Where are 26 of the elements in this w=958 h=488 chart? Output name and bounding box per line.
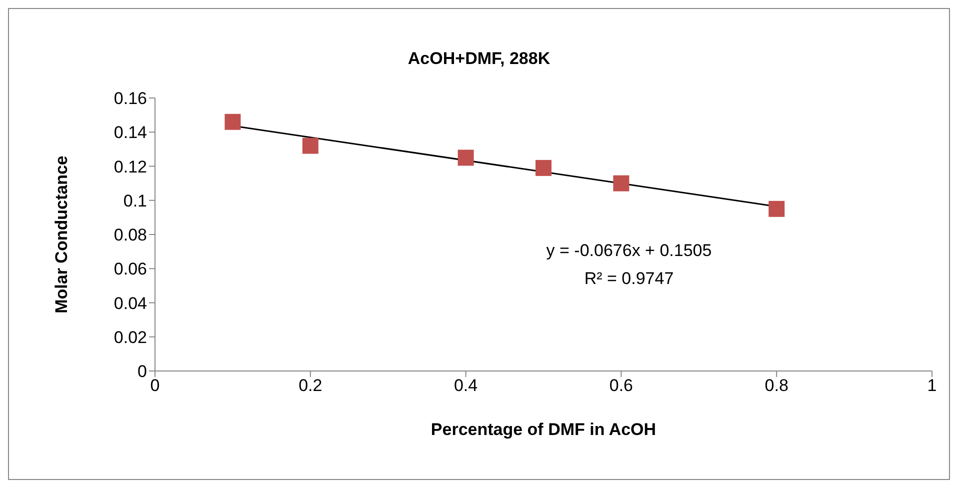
point [224,114,241,130]
x-axis-title: Percentage of DMF in AcOH [430,420,656,439]
y-tick-label: 0.02 [114,328,147,347]
point [768,200,785,217]
annotation: R² = 0.9747 [583,268,675,290]
y-tick-label: 0.1 [123,191,147,210]
x-tick-label: 0.6 [609,376,634,396]
x-tick-label: 0.4 [454,376,478,396]
y-axis-title: Molar Conductance [52,156,72,314]
x-tick-label: 0 [150,376,160,396]
y-tick-label: 0.14 [114,123,147,142]
x-tick-label: 0.8 [764,376,788,396]
chart-title: AcOH+DMF, 288K [406,49,552,69]
y-tick-label: 0.12 [114,157,147,176]
y-tick-label: 0.06 [114,260,147,279]
annotation: y = -0.0676x + 0.1505 [545,240,713,262]
x-tick-label: 0.2 [298,376,322,396]
point [458,150,474,166]
point [536,160,552,176]
x-tick-label: 1 [927,376,937,396]
y-tick-label: 0.08 [114,226,147,245]
y-tick-label: 0.16 [114,89,147,108]
y-tick-label: 0.04 [114,294,147,313]
y-tick-label: 0 [138,362,147,382]
point [302,138,318,154]
point [613,175,630,192]
